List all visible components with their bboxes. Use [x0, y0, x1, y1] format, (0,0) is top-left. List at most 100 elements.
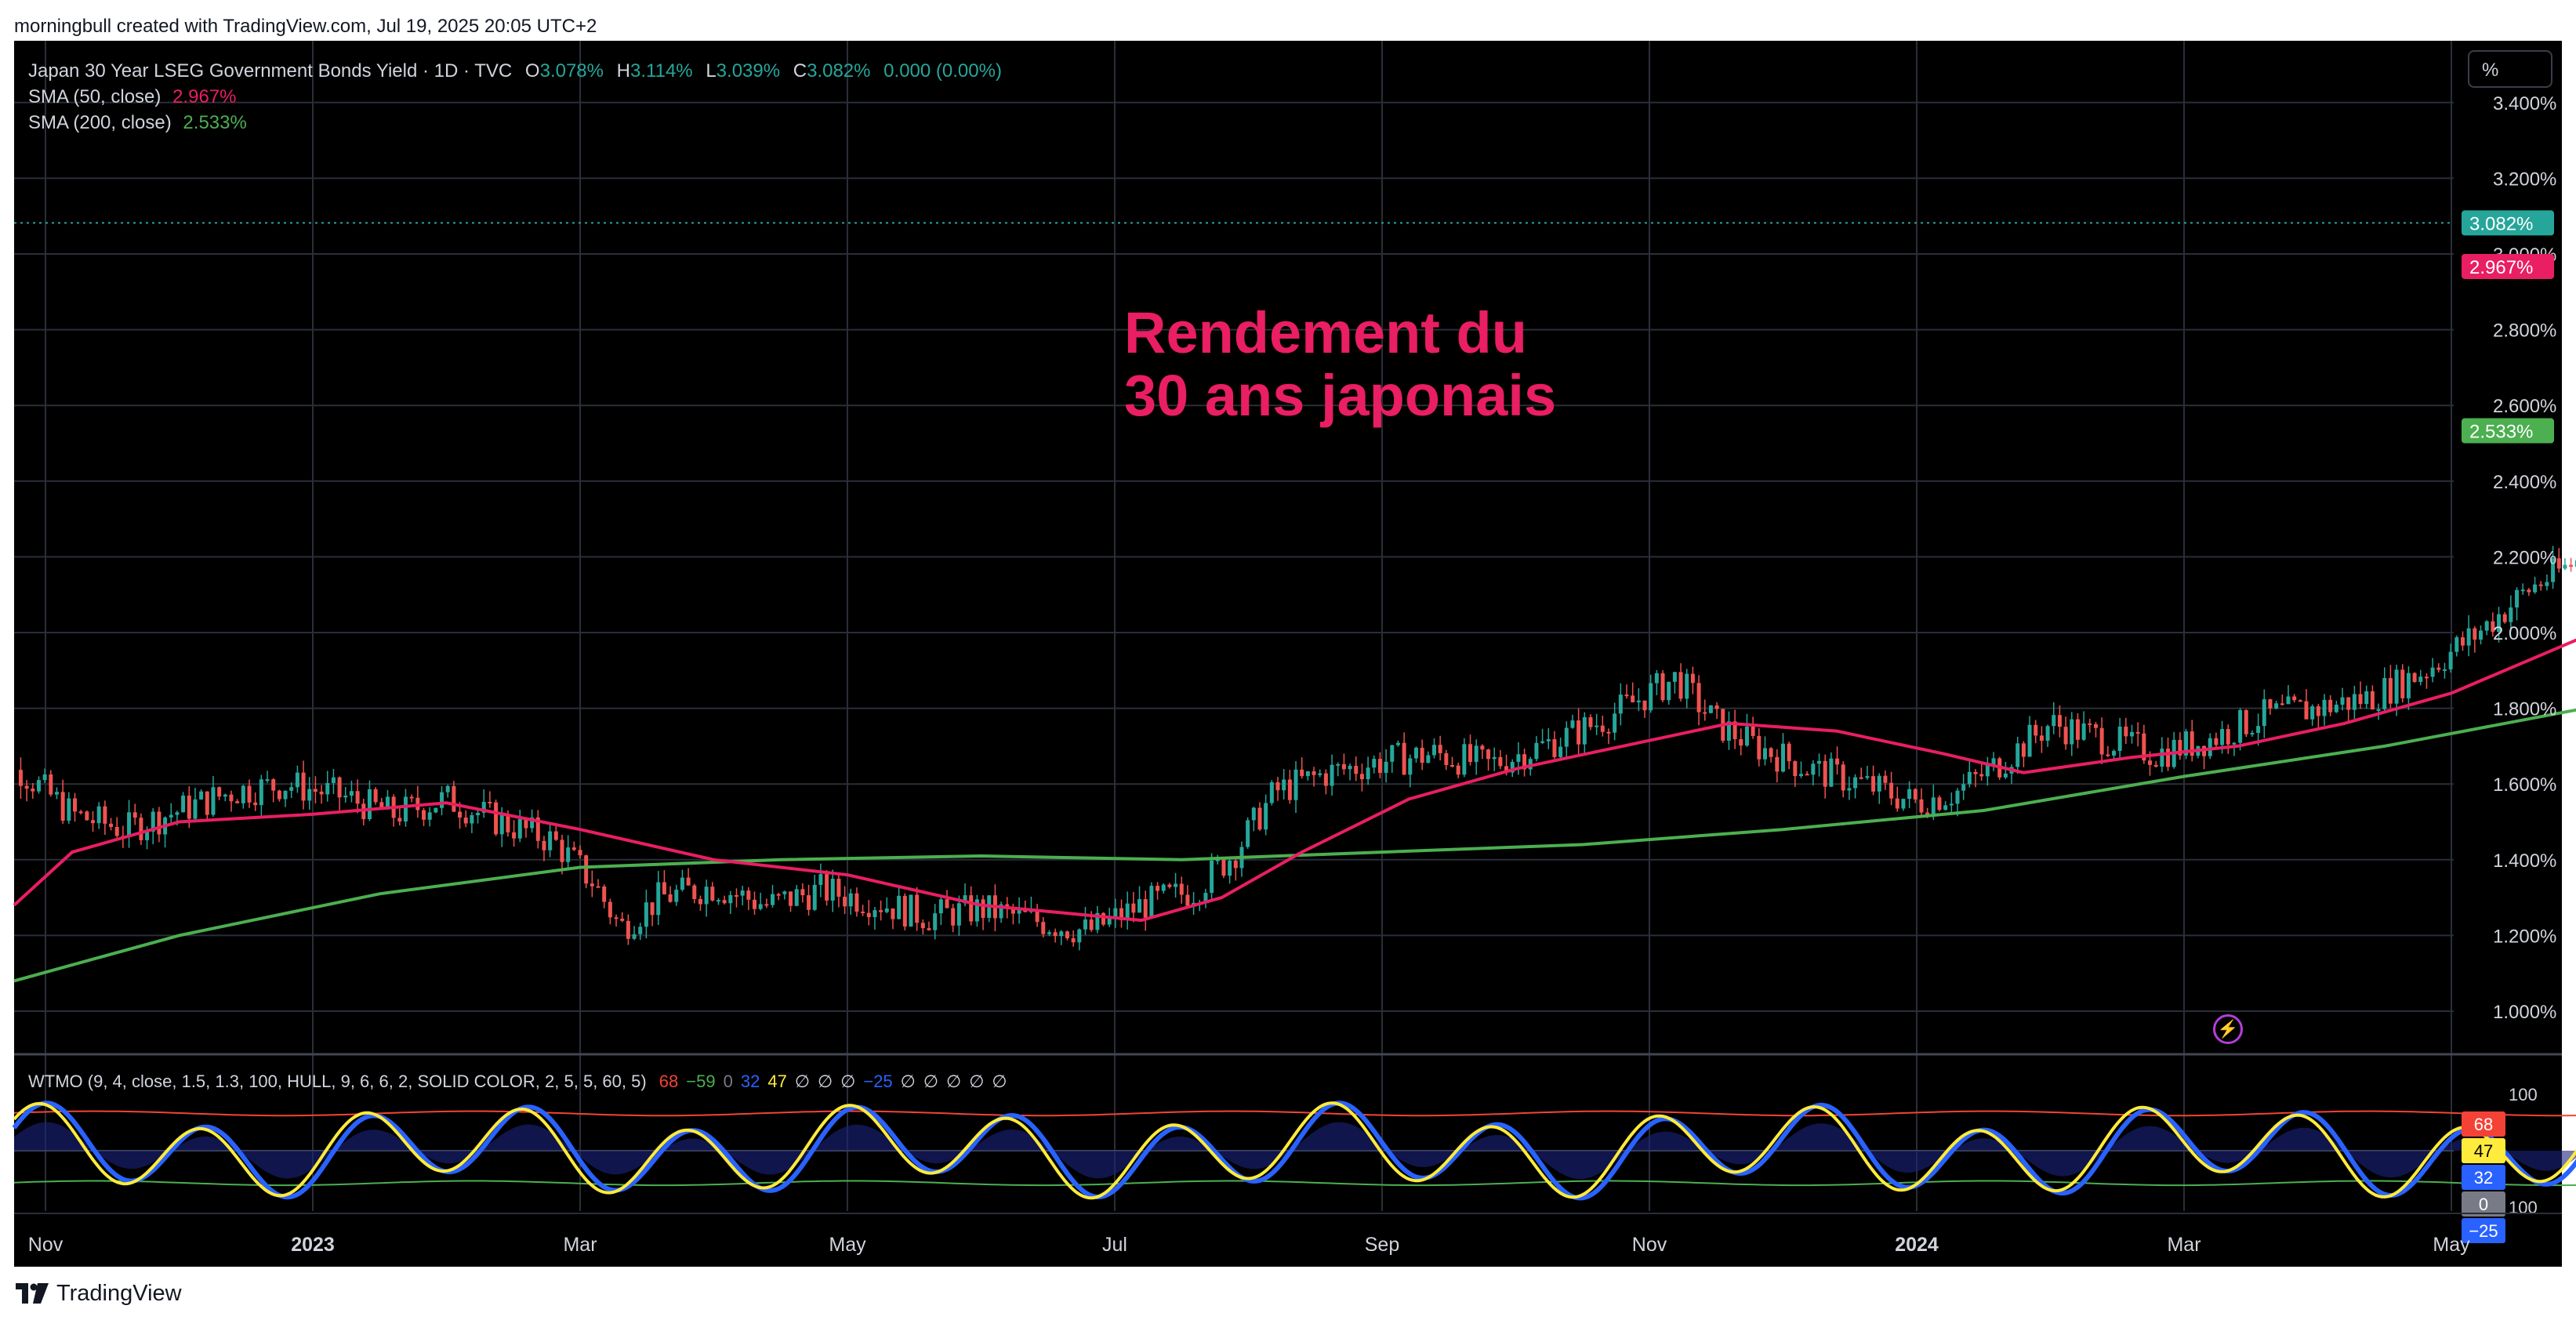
annotation: Rendement du 30 ans japonais — [1124, 300, 1556, 428]
oscillator-badge — [2462, 1165, 2505, 1190]
oscillator-value: 32 — [741, 1072, 760, 1091]
candle-body — [2551, 558, 2556, 582]
candle-body — [2256, 726, 2261, 734]
candle-body — [530, 817, 535, 829]
candle-body — [1089, 919, 1094, 930]
candle-body — [1456, 765, 1460, 775]
candle-body — [2484, 621, 2489, 631]
candle-body — [1312, 771, 1316, 775]
x-tick-label: Nov — [1632, 1234, 1667, 1256]
candle-body — [2106, 754, 2110, 756]
candle-body — [2430, 667, 2435, 677]
candle-body — [1395, 742, 1400, 745]
candle-body — [1613, 713, 1617, 733]
legend-open-value: 3.078% — [540, 60, 604, 82]
candle-body — [2292, 696, 2297, 701]
candle-body — [1053, 932, 1058, 937]
candle-body — [2063, 727, 2068, 745]
legend-high-label: H — [617, 60, 630, 82]
legend-sma200-value: 2.533% — [183, 112, 246, 133]
candle-body — [1059, 931, 1064, 937]
candle-body — [1708, 705, 1713, 713]
candle-body — [1859, 777, 1863, 779]
candle-body — [1552, 739, 1557, 757]
candle-body — [902, 895, 907, 927]
candle-body — [2070, 719, 2074, 745]
candle-body — [349, 791, 354, 796]
candle-body — [2497, 614, 2502, 633]
candle-body — [794, 889, 799, 906]
oscillator-value: ∅ — [795, 1072, 810, 1091]
candle-body — [2081, 723, 2086, 740]
candle-body — [1667, 681, 1671, 701]
candle-body — [825, 874, 829, 901]
candle-body — [1431, 745, 1436, 756]
candle-body — [1685, 673, 1689, 699]
candle-body — [566, 847, 571, 862]
candle-body — [535, 817, 540, 841]
sma50-line — [13, 638, 2576, 923]
candle-body — [2394, 669, 2399, 704]
candle-body — [1636, 700, 1641, 702]
candle-body — [1228, 861, 1232, 876]
candle-body — [1498, 756, 1503, 767]
candle-body — [1221, 859, 1226, 876]
percent-scale-button[interactable]: % — [2468, 50, 2552, 88]
candle-body — [800, 889, 805, 896]
candle-body — [897, 895, 902, 919]
candle-body — [1413, 747, 1418, 759]
oscillator-upper-band — [13, 1110, 2576, 1117]
candle-body — [2328, 699, 2333, 713]
x-tick-label: Nov — [28, 1234, 63, 1256]
candle-body — [2358, 694, 2363, 705]
candle-body — [1973, 771, 1978, 774]
candle-body — [2334, 705, 2338, 713]
candle-body — [1793, 761, 1798, 777]
candle-body — [2448, 651, 2453, 669]
candle-body — [2153, 764, 2158, 767]
candle-body — [1287, 779, 1292, 800]
candle-body — [307, 789, 312, 801]
candle-body — [1125, 903, 1130, 920]
time-axis[interactable]: Nov2023MarMayJulSepNov2024MarMayJulSepNo… — [14, 1213, 2576, 1256]
candle-body — [740, 890, 745, 896]
candle-body — [1474, 745, 1478, 763]
candle-body — [470, 815, 474, 824]
candle-body — [385, 796, 390, 810]
candle-body — [2015, 743, 2020, 767]
oscillator-value: ∅ — [818, 1072, 833, 1091]
candle-body — [2099, 727, 2104, 755]
x-tick-label: May — [829, 1234, 866, 1256]
candle-body — [2142, 733, 2146, 761]
oscillator-value: ∅ — [923, 1072, 938, 1091]
candle-body — [103, 806, 107, 824]
candle-body — [187, 795, 191, 819]
candle-body — [1005, 904, 1010, 908]
oscillator-badge — [2462, 1191, 2505, 1217]
candle-body — [2214, 738, 2219, 745]
candle-body — [2130, 731, 2135, 737]
candle-body — [1359, 774, 1364, 780]
candle-body — [662, 882, 666, 894]
candle-body — [2232, 742, 2237, 745]
price-axis[interactable]: 1.000% 1.200% 1.400% 1.600% 1.800% 2.000% 2.20… — [2493, 93, 2556, 1023]
candle-body — [884, 908, 889, 912]
candle-body — [1071, 938, 1076, 943]
candle-body — [608, 901, 612, 918]
candle-body — [956, 903, 961, 926]
candle-body — [2346, 697, 2351, 710]
candle-body — [1366, 767, 1370, 780]
candle-body — [1546, 739, 1551, 742]
y-tick-label: 3.200% — [2493, 169, 2556, 190]
lightning-icon[interactable]: ⚡ — [2213, 1014, 2243, 1044]
candle-body — [1450, 764, 1455, 767]
candle-body — [1444, 752, 1449, 765]
y-tick-label: 1.400% — [2493, 850, 2556, 872]
candle-body — [1853, 777, 1858, 789]
candle-body — [109, 823, 114, 827]
candle-body — [2003, 773, 2008, 778]
last-price-badge-bg — [2462, 210, 2554, 236]
candle-body — [1624, 694, 1629, 697]
candle-body — [2117, 726, 2122, 752]
